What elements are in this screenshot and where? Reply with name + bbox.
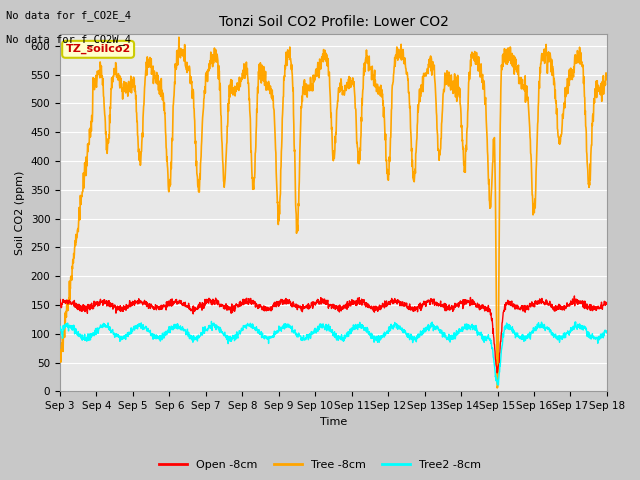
Title: Tonzi Soil CO2 Profile: Lower CO2: Tonzi Soil CO2 Profile: Lower CO2 [218, 15, 449, 29]
Text: TZ_soilco2: TZ_soilco2 [65, 44, 131, 54]
Y-axis label: Soil CO2 (ppm): Soil CO2 (ppm) [15, 171, 25, 255]
X-axis label: Time: Time [320, 417, 347, 427]
Text: No data for f_CO2E_4: No data for f_CO2E_4 [6, 10, 131, 21]
Legend: Open -8cm, Tree -8cm, Tree2 -8cm: Open -8cm, Tree -8cm, Tree2 -8cm [155, 456, 485, 474]
Text: No data for f_CO2W_4: No data for f_CO2W_4 [6, 34, 131, 45]
